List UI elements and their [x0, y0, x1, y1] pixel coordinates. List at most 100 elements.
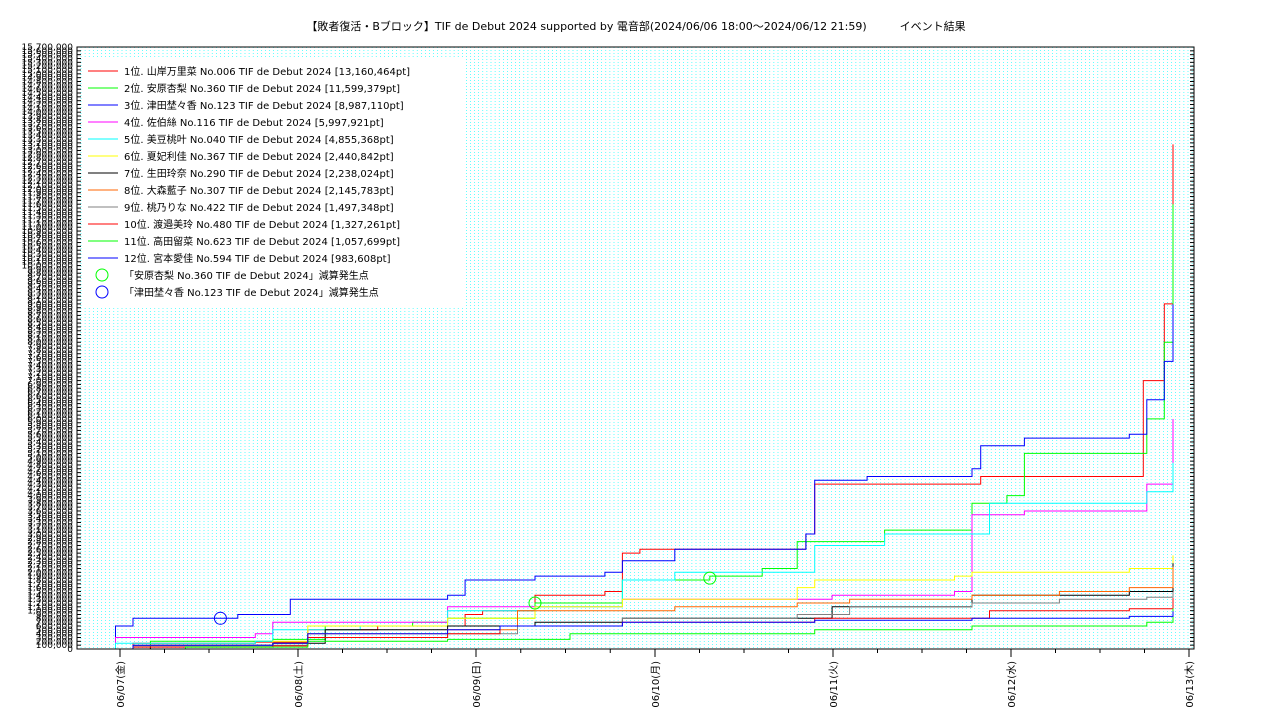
- y-tick-label: 6,400,000: [27, 400, 73, 410]
- y-tick-label: 12,200,000: [21, 177, 73, 187]
- series-line: [98, 563, 1174, 650]
- legend-label: 4位. 佐伯絲 No.116 TIF de Debut 2024 [5,997,…: [124, 116, 384, 129]
- x-tick-label: 06/08(土): [292, 661, 305, 708]
- y-tick-label: 1,900,000: [27, 572, 73, 582]
- marker-layer: [213, 571, 717, 625]
- y-tick-label: 4,700,000: [27, 465, 73, 475]
- y-tick-label: 15,600,000: [21, 47, 73, 57]
- y-tick-label: 4,100,000: [27, 488, 73, 498]
- y-tick-label: 10,400,000: [21, 246, 73, 256]
- y-tick-label: 6,100,000: [27, 411, 73, 421]
- y-tick-label: 5,300,000: [27, 442, 73, 452]
- y-tick-label: 1,200,000: [27, 599, 73, 609]
- legend-label: 6位. 夏妃利佳 No.367 TIF de Debut 2024 [2,440…: [124, 150, 394, 163]
- y-tick-label: 400,000: [36, 630, 73, 640]
- y-tick-label: 800,000: [36, 614, 73, 624]
- y-tick-label: 14,100,000: [21, 104, 73, 114]
- y-tick-label: 11,700,000: [21, 196, 73, 206]
- y-tick-label: 7,900,000: [27, 342, 73, 352]
- y-tick-label: 12,700,000: [21, 158, 73, 168]
- y-tick-label: 1,800,000: [27, 576, 73, 586]
- y-tick-label: 2,200,000: [27, 561, 73, 571]
- y-tick-label: 1,600,000: [27, 584, 73, 594]
- y-tick-label: 13,200,000: [21, 139, 73, 149]
- y-tick-label: 15,300,000: [21, 58, 73, 68]
- y-tick-label: 1,000,000: [27, 607, 73, 617]
- y-tick-label: 9,000,000: [27, 300, 73, 310]
- y-tick-label: 2,400,000: [27, 553, 73, 563]
- y-tick-label: 7,000,000: [27, 377, 73, 387]
- y-tick-label: 15,000,000: [21, 70, 73, 80]
- y-tick-label: 4,600,000: [27, 469, 73, 479]
- y-axis: 0100,000200,000300,000400,000500,000600,…: [21, 43, 1194, 655]
- y-tick-label: 2,700,000: [27, 541, 73, 551]
- y-tick-label: 4,500,000: [27, 472, 73, 482]
- y-tick-label: 4,900,000: [27, 457, 73, 467]
- y-tick-label: 2,900,000: [27, 534, 73, 544]
- y-tick-label: 11,900,000: [21, 189, 73, 199]
- y-tick-label: 7,800,000: [27, 346, 73, 356]
- y-tick-label: 7,300,000: [27, 365, 73, 375]
- y-tick-label: 9,500,000: [27, 281, 73, 291]
- y-tick-label: 8,100,000: [27, 334, 73, 344]
- y-tick-label: 12,500,000: [21, 166, 73, 176]
- legend-label: 「安原杏梨 No.360 TIF de Debut 2024」減算発生点: [124, 269, 369, 282]
- legend-label: 1位. 山岸万里菜 No.006 TIF de Debut 2024 [13,1…: [124, 65, 410, 78]
- x-tick-label: 06/10(月): [650, 661, 662, 708]
- y-tick-label: 8,600,000: [27, 315, 73, 325]
- y-tick-label: 8,200,000: [27, 331, 73, 341]
- y-tick-label: 15,100,000: [21, 66, 73, 76]
- y-tick-label: 7,600,000: [27, 354, 73, 364]
- y-tick-label: 9,800,000: [27, 269, 73, 279]
- y-tick-label: 10,200,000: [21, 254, 73, 264]
- y-tick-label: 13,900,000: [21, 112, 73, 122]
- y-tick-label: 5,400,000: [27, 438, 73, 448]
- y-tick-label: 4,200,000: [27, 484, 73, 494]
- chart-title: 【敗者復活・Bブロック】TIF de Debut 2024 supported …: [306, 19, 965, 33]
- y-tick-label: 900,000: [36, 610, 73, 620]
- y-tick-label: 11,300,000: [21, 212, 73, 222]
- legend-label: 7位. 生田玲奈 No.290 TIF de Debut 2024 [2,238…: [124, 167, 394, 180]
- y-tick-label: 3,400,000: [27, 515, 73, 525]
- y-tick-label: 2,000,000: [27, 568, 73, 578]
- legend-label: 5位. 美豆桃叶 No.040 TIF de Debut 2024 [4,855…: [124, 133, 394, 146]
- y-tick-label: 10,700,000: [21, 235, 73, 245]
- y-tick-label: 100,000: [36, 641, 73, 651]
- y-tick-label: 8,300,000: [27, 327, 73, 337]
- y-tick-label: 10,100,000: [21, 258, 73, 268]
- y-tick-label: 6,900,000: [27, 380, 73, 390]
- legend-label: 3位. 津田埜々香 No.123 TIF de Debut 2024 [8,98…: [124, 99, 404, 112]
- y-tick-label: 11,400,000: [21, 208, 73, 218]
- y-tick-label: 4,000,000: [27, 492, 73, 502]
- y-tick-label: 15,700,000: [21, 43, 73, 53]
- legend-label: 12位. 宮本愛佳 No.594 TIF de Debut 2024 [983,…: [124, 252, 391, 265]
- y-tick-label: 3,500,000: [27, 511, 73, 521]
- y-tick-label: 1,500,000: [27, 587, 73, 597]
- series-line: [98, 566, 1174, 650]
- y-tick-label: 6,200,000: [27, 407, 73, 417]
- y-tick-label: 5,000,000: [27, 453, 73, 463]
- y-tick-label: 5,100,000: [27, 449, 73, 459]
- y-tick-label: 11,200,000: [21, 216, 73, 226]
- y-tick-label: 5,200,000: [27, 446, 73, 456]
- y-tick-label: 6,600,000: [27, 392, 73, 402]
- y-tick-label: 11,100,000: [21, 219, 73, 229]
- y-tick-label: 11,000,000: [21, 223, 73, 233]
- legend-label: 「津田埜々香 No.123 TIF de Debut 2024」減算発生点: [124, 286, 379, 299]
- y-tick-label: 0: [67, 645, 73, 655]
- legend-label: 8位. 大森藍子 No.307 TIF de Debut 2024 [2,145…: [124, 184, 394, 197]
- y-tick-label: 14,300,000: [21, 97, 73, 107]
- y-tick-label: 11,500,000: [21, 204, 73, 214]
- x-tick-label: 06/11(火): [828, 661, 840, 708]
- y-tick-label: 13,000,000: [21, 147, 73, 157]
- y-tick-label: 10,300,000: [21, 250, 73, 260]
- y-tick-label: 15,500,000: [21, 51, 73, 61]
- y-tick-label: 1,300,000: [27, 595, 73, 605]
- y-tick-label: 3,800,000: [27, 499, 73, 509]
- x-tick-label: 06/12(水): [1006, 661, 1018, 708]
- y-tick-label: 7,500,000: [27, 357, 73, 367]
- y-tick-label: 3,600,000: [27, 507, 73, 517]
- series-layer: [98, 144, 1174, 650]
- y-tick-label: 3,700,000: [27, 503, 73, 513]
